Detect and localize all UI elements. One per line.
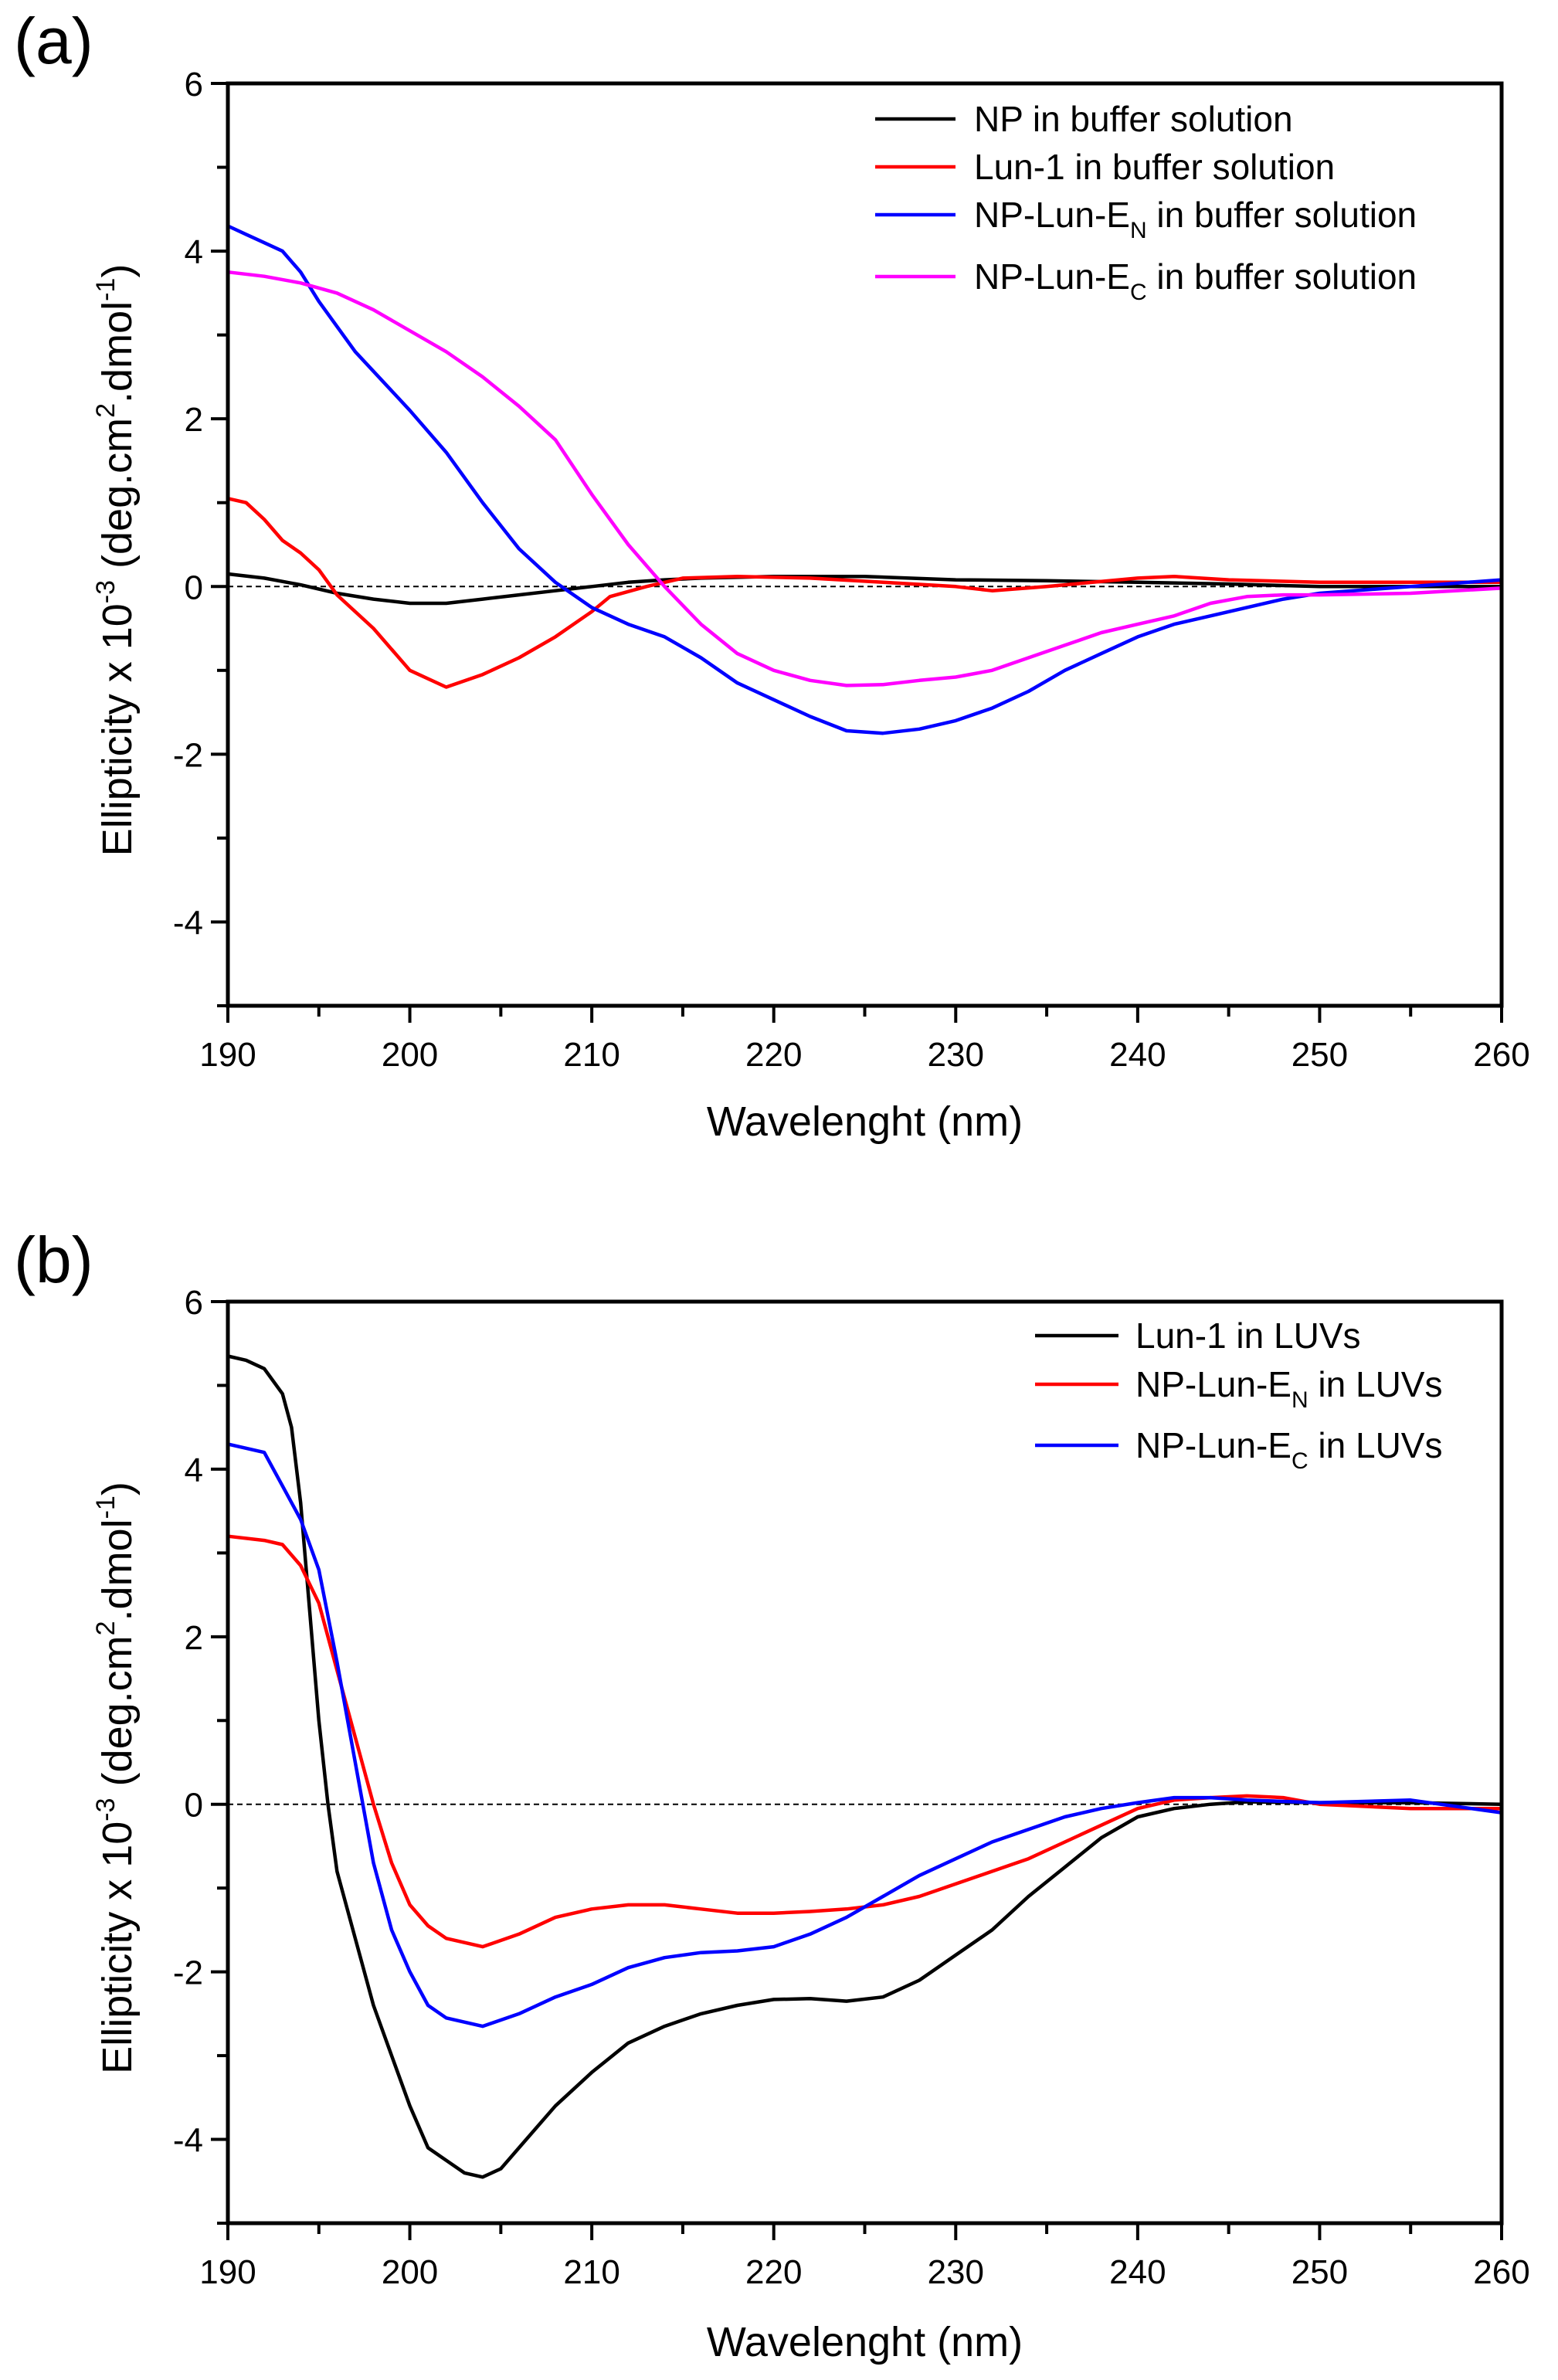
x-tick-label: 190 (199, 2253, 256, 2291)
y-axis-title-part: Ellipticity x 10 (94, 1821, 141, 2074)
legend-suffix: in buffer solution (1147, 256, 1417, 297)
series-line-1 (227, 572, 1502, 606)
x-tick-label: 220 (745, 2253, 802, 2291)
x-tick-label: 190 (199, 1036, 256, 1074)
series-line-2 (227, 1534, 1502, 1949)
y-axis-title-part: .dmol (94, 301, 141, 403)
legend-entry: NP-Lun-EN in LUVs (1135, 1364, 1443, 1413)
x-axis-title: Wavelenght (nm) (707, 1098, 1023, 1145)
y-axis-title-superscript: 2 (91, 403, 120, 418)
y-axis-title-part: ) (94, 1482, 141, 1496)
y-axis-title-part: (deg.cm (94, 418, 141, 580)
y-tick-label: 0 (185, 569, 203, 606)
legend-label: NP-Lun-E (1135, 1364, 1292, 1404)
y-tick-label: 2 (185, 401, 203, 439)
x-tick-label: 260 (1473, 1036, 1529, 1074)
x-tick-label: 230 (928, 2253, 984, 2291)
y-axis-title-part: Ellipticity x 10 (94, 603, 141, 856)
y-tick-label: 0 (185, 1787, 203, 1825)
y-tick-label: -4 (173, 2122, 203, 2160)
x-tick-label: 210 (563, 1036, 619, 1074)
legend-suffix: in buffer solution (1147, 195, 1417, 235)
x-axis-title: Wavelenght (nm) (707, 2319, 1023, 2365)
legend-entry: NP-Lun-EC in LUVs (1135, 1425, 1443, 1474)
y-tick-label: -4 (173, 904, 203, 942)
y-tick-label: -2 (173, 736, 203, 774)
x-tick-label: 240 (1109, 1036, 1166, 1074)
legend-suffix: in LUVs (1309, 1425, 1443, 1465)
legend-subscript: C (1130, 280, 1147, 305)
x-tick-label: 200 (382, 1036, 438, 1074)
legend-label: NP-Lun-E (974, 195, 1130, 235)
y-axis-title-superscript: -1 (91, 278, 120, 301)
y-axis-title: Ellipticity x 10-3 (deg.cm2.dmol-1) (91, 1482, 141, 2074)
series-line-3 (227, 224, 1502, 735)
x-tick-label: 250 (1292, 2253, 1348, 2291)
legend-subscript: N (1292, 1387, 1309, 1413)
legend-subscript: N (1130, 218, 1147, 243)
x-tick-label: 200 (382, 2253, 438, 2291)
legend-subscript: C (1292, 1448, 1309, 1474)
y-tick-label: 6 (185, 66, 203, 104)
legend-label: NP-Lun-E (974, 256, 1130, 297)
y-tick-label: 6 (185, 1284, 203, 1322)
y-tick-label: 4 (185, 1451, 203, 1489)
y-axis-title: Ellipticity x 10-3 (deg.cm2.dmol-1) (91, 264, 141, 857)
legend-suffix: in LUVs (1309, 1364, 1443, 1404)
y-axis-title-part: .dmol (94, 1519, 141, 1621)
legend-entry: Lun-1 in LUVs (1135, 1316, 1361, 1356)
legend-entry: NP in buffer solution (974, 99, 1293, 139)
y-axis-title-part: ) (94, 264, 141, 278)
legend-entry: Lun-1 in buffer solution (974, 147, 1335, 187)
legend-label: Lun-1 in buffer solution (974, 147, 1335, 187)
legend-label: NP in buffer solution (974, 99, 1293, 139)
series-line-3 (227, 1442, 1502, 2029)
series-line-1 (227, 1354, 1502, 2179)
y-axis-title-part: (deg.cm (94, 1635, 141, 1798)
legend-entry: NP-Lun-EC in buffer solution (974, 256, 1417, 305)
x-tick-label: 220 (745, 1036, 802, 1074)
y-axis-title-superscript: -3 (91, 1798, 120, 1821)
x-tick-label: 260 (1473, 2253, 1529, 2291)
chart-panel-a: (a) -4 -2 0 2 4 6 190 200 210 220 230 240 250 260 Wavel… (14, 5, 1530, 1145)
series-line-4 (227, 270, 1502, 688)
x-tick-label: 230 (928, 1036, 984, 1074)
x-tick-label: 210 (563, 2253, 619, 2291)
y-tick-label: -2 (173, 1954, 203, 1992)
y-axis-title-superscript: -3 (91, 580, 120, 603)
chart-panel-b: (b) -4 -2 0 2 4 6 190 200 210 220 230 240 250 260 Wavel… (14, 1224, 1530, 2365)
y-axis-title-superscript: 2 (91, 1621, 120, 1635)
panel-label: (a) (14, 5, 93, 77)
legend-label: NP-Lun-E (1135, 1425, 1292, 1465)
x-tick-label: 240 (1109, 2253, 1166, 2291)
y-tick-label: 2 (185, 1619, 203, 1657)
y-tick-label: 4 (185, 233, 203, 271)
legend-label: Lun-1 in LUVs (1135, 1316, 1361, 1356)
y-axis-title-superscript: -1 (91, 1496, 120, 1519)
legend-entry: NP-Lun-EN in buffer solution (974, 195, 1417, 243)
panel-label: (b) (14, 1224, 93, 1296)
series-line-2 (227, 497, 1502, 689)
x-tick-label: 250 (1292, 1036, 1348, 1074)
